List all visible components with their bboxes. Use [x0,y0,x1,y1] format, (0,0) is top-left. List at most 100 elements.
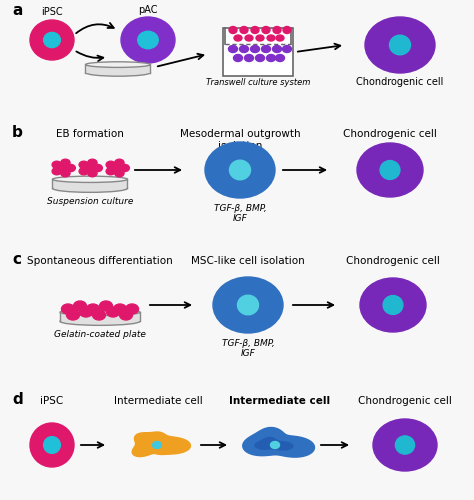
Ellipse shape [115,159,124,166]
Ellipse shape [153,442,162,448]
Ellipse shape [126,304,138,314]
Ellipse shape [250,46,259,52]
Ellipse shape [79,161,89,168]
Text: EB formation: EB formation [56,129,124,139]
Ellipse shape [53,176,128,182]
Ellipse shape [80,307,92,317]
Ellipse shape [213,277,283,333]
Ellipse shape [380,160,400,180]
Ellipse shape [234,54,243,62]
Text: Transwell culture system: Transwell culture system [206,78,310,87]
Ellipse shape [121,17,175,63]
Ellipse shape [283,46,292,52]
Text: d: d [12,392,23,407]
Ellipse shape [240,26,248,34]
Ellipse shape [60,318,140,326]
Ellipse shape [138,32,158,48]
Ellipse shape [228,46,237,52]
Ellipse shape [61,159,70,166]
Text: Intermediate cell: Intermediate cell [229,396,330,406]
Ellipse shape [383,296,403,314]
Ellipse shape [30,20,74,60]
Ellipse shape [229,26,237,34]
Text: Chondrogenic cell: Chondrogenic cell [343,129,437,139]
Polygon shape [132,432,191,456]
Text: a: a [12,3,22,18]
Ellipse shape [73,301,86,311]
Ellipse shape [271,442,280,448]
Ellipse shape [92,310,106,320]
Ellipse shape [66,164,75,172]
Ellipse shape [237,295,258,315]
Ellipse shape [229,160,250,180]
Ellipse shape [113,165,121,171]
Ellipse shape [106,168,116,175]
Ellipse shape [59,165,67,171]
Ellipse shape [276,35,284,41]
Text: TGF-β, BMP,
IGF: TGF-β, BMP, IGF [222,339,274,358]
Ellipse shape [390,35,410,55]
Ellipse shape [79,168,89,175]
Text: pAC: pAC [138,5,158,15]
Ellipse shape [66,310,80,320]
Ellipse shape [44,32,60,48]
Ellipse shape [273,46,282,52]
Ellipse shape [273,26,281,34]
Polygon shape [60,312,140,322]
Ellipse shape [283,26,291,34]
Text: Suspension culture: Suspension culture [47,197,133,206]
Polygon shape [223,28,293,76]
Text: Intermediate cell: Intermediate cell [114,396,202,406]
Text: Chondrogenic cell: Chondrogenic cell [358,396,452,406]
Ellipse shape [267,35,275,41]
Ellipse shape [360,278,426,332]
Ellipse shape [61,170,70,177]
Ellipse shape [262,26,270,34]
Polygon shape [85,64,151,72]
Ellipse shape [275,54,284,62]
Ellipse shape [62,304,74,314]
Ellipse shape [120,164,129,172]
Ellipse shape [88,170,97,177]
Polygon shape [53,180,128,188]
Ellipse shape [266,54,275,62]
Ellipse shape [255,54,264,62]
Ellipse shape [107,307,119,317]
Ellipse shape [60,309,140,316]
Ellipse shape [85,69,151,76]
Ellipse shape [365,17,435,73]
Ellipse shape [52,168,62,175]
Text: iPSC: iPSC [41,7,63,17]
Ellipse shape [262,46,271,52]
Ellipse shape [256,35,264,41]
Text: Mesodermal outgrowth
isolation: Mesodermal outgrowth isolation [180,129,301,150]
Ellipse shape [115,170,124,177]
Ellipse shape [205,142,275,198]
Ellipse shape [373,419,437,471]
Ellipse shape [251,26,259,34]
Ellipse shape [86,304,100,314]
Ellipse shape [93,164,102,172]
Text: iPSC: iPSC [40,396,64,406]
Ellipse shape [395,436,415,454]
Ellipse shape [106,161,116,168]
Ellipse shape [100,301,112,311]
Ellipse shape [119,310,133,320]
Ellipse shape [245,35,253,41]
Text: b: b [12,125,23,140]
Ellipse shape [44,436,60,454]
Text: TGF-β, BMP,
IGF: TGF-β, BMP, IGF [214,204,266,224]
Text: Spontaneous differentiation: Spontaneous differentiation [27,256,173,266]
Polygon shape [243,428,314,457]
Ellipse shape [85,62,151,68]
Text: MSC-like cell isolation: MSC-like cell isolation [191,256,305,266]
Ellipse shape [30,423,74,467]
Text: Gelatin-coated plate: Gelatin-coated plate [54,330,146,339]
Ellipse shape [245,54,254,62]
Text: Chondrogenic cell: Chondrogenic cell [356,77,444,87]
Polygon shape [254,437,294,450]
Ellipse shape [239,46,248,52]
Ellipse shape [88,159,97,166]
Ellipse shape [53,184,128,192]
Text: c: c [12,252,21,267]
